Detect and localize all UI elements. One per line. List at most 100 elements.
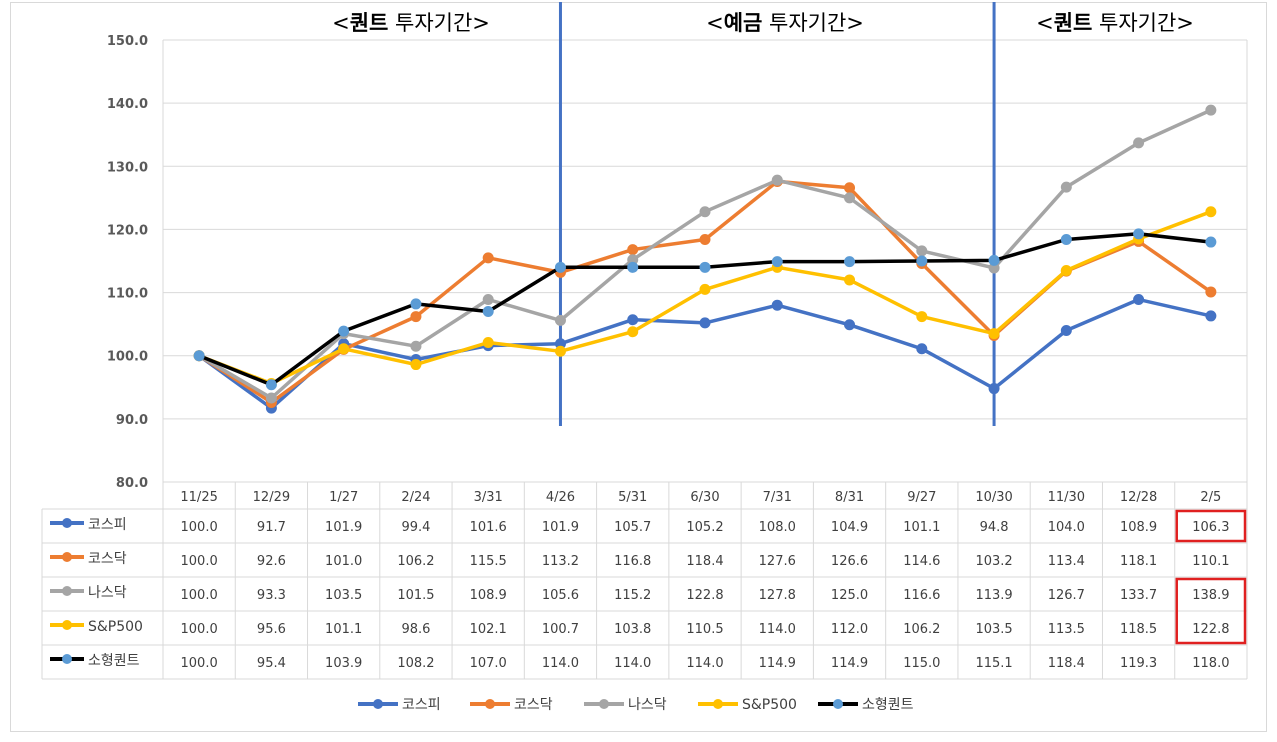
table-value-cell: 95.4	[257, 656, 286, 671]
table-value-cell: 103.2	[975, 554, 1012, 569]
table-value-cell: 110.5	[686, 622, 723, 637]
data-point	[1205, 206, 1217, 218]
table-header-cell: 2/5	[1200, 490, 1221, 505]
table-value-cell: 91.7	[257, 520, 286, 535]
data-point	[1060, 324, 1072, 336]
table-value-cell: 107.0	[470, 656, 507, 671]
data-point	[265, 379, 277, 391]
table-value-cell: 122.8	[1192, 622, 1229, 637]
table-value-cell: 110.1	[1192, 554, 1229, 569]
period-label-open: <	[706, 11, 724, 35]
y-tick-label: 130.0	[107, 160, 148, 175]
data-point	[265, 392, 277, 404]
table-header-cell: 6/30	[690, 490, 719, 505]
row-legend-marker	[62, 518, 72, 528]
data-point	[410, 298, 422, 310]
data-point	[916, 245, 928, 257]
table-value-cell: 114.0	[614, 656, 651, 671]
data-point	[916, 311, 928, 323]
table-value-cell: 100.7	[542, 622, 579, 637]
data-point	[1205, 104, 1217, 116]
data-point	[482, 306, 494, 318]
table-header-cell: 8/31	[835, 490, 864, 505]
table-value-cell: 101.9	[325, 520, 362, 535]
table-value-cell: 104.0	[1048, 520, 1085, 535]
highlight-box	[1175, 509, 1247, 543]
table-value-cell: 114.0	[542, 656, 579, 671]
data-point	[410, 340, 422, 352]
y-tick-label: 150.0	[107, 34, 148, 49]
table-header-cell: 11/30	[1048, 490, 1085, 505]
table-value-cell: 101.1	[903, 520, 940, 535]
data-point	[844, 182, 856, 194]
y-axis: 80.0 90.0 100.0 110.0 120.0 130.0 140.0 150.0	[107, 34, 148, 491]
table-value-cell: 108.9	[470, 588, 507, 603]
table-value-cell: 112.0	[831, 622, 868, 637]
row-series-name: S&P500	[88, 619, 143, 635]
y-tick-label: 90.0	[116, 413, 148, 428]
data-table: 11/25 12/29 1/27 2/24 3/31 4/26 5/31 6/30 7/31 8/…	[41, 481, 1248, 680]
table-value-cell: 101.6	[470, 520, 507, 535]
row-series-name: 코스닥	[88, 551, 127, 567]
table-value-cell: 103.5	[325, 588, 362, 603]
table-header-cell: 1/27	[329, 490, 358, 505]
table-value-cell: 99.4	[401, 520, 430, 535]
period-label-rest: 투자기간>	[762, 11, 864, 35]
table-value-cell: 115.2	[614, 588, 651, 603]
data-point	[771, 174, 783, 186]
data-point	[410, 359, 422, 371]
table-value-cell: 101.5	[397, 588, 434, 603]
period-label-open: <	[1036, 11, 1054, 35]
data-point	[338, 325, 350, 337]
highlight-box	[1175, 577, 1247, 645]
table-value-cell: 114.0	[759, 622, 796, 637]
table-value-cell: 101.9	[542, 520, 579, 535]
table-value-cell: 100.0	[181, 656, 218, 671]
data-point	[338, 343, 350, 355]
table-value-cell: 115.0	[903, 656, 940, 671]
data-point	[627, 261, 639, 273]
table-value-cell: 126.7	[1048, 588, 1085, 603]
row-legend-marker	[62, 620, 72, 630]
data-point	[1205, 236, 1217, 248]
table-value-cell: 94.8	[980, 520, 1009, 535]
table-header-cell: 7/31	[763, 490, 792, 505]
y-tick-label: 120.0	[107, 223, 148, 238]
data-point	[1205, 286, 1217, 298]
table-value-cell: 118.1	[1120, 554, 1157, 569]
data-point	[410, 311, 422, 323]
y-tick-label: 140.0	[107, 97, 148, 112]
data-point	[554, 261, 566, 273]
data-point	[916, 343, 928, 355]
data-point	[554, 345, 566, 357]
table-value-cell: 114.6	[903, 554, 940, 569]
series-line	[198, 108, 1212, 400]
row-series-name: 나스닥	[88, 585, 127, 601]
table-value-cell: 100.0	[181, 520, 218, 535]
table-value-cell: 118.4	[1048, 656, 1085, 671]
row-legend-marker	[62, 654, 72, 664]
table-header-cell: 4/26	[546, 490, 575, 505]
table-value-cell: 102.1	[470, 622, 507, 637]
data-point	[482, 336, 494, 348]
data-point	[627, 244, 639, 256]
data-point	[844, 274, 856, 286]
table-value-cell: 105.2	[686, 520, 723, 535]
period-label-rest: 투자기간>	[388, 11, 490, 35]
table-value-cell: 115.1	[975, 656, 1012, 671]
table-header-cell: 11/25	[180, 490, 217, 505]
table-value-cell: 100.0	[181, 554, 218, 569]
table-value-cell: 115.5	[470, 554, 507, 569]
table-value-cell: 95.6	[257, 622, 286, 637]
table-value-cell: 119.3	[1120, 656, 1157, 671]
table-value-cell: 114.9	[831, 656, 868, 671]
legend-label: S&P500	[742, 697, 797, 713]
table-value-cell: 108.9	[1120, 520, 1157, 535]
y-tick-label: 110.0	[107, 287, 148, 302]
data-point	[699, 206, 711, 218]
chart-frame	[10, 2, 1267, 732]
legend-label: 소형퀀트	[862, 697, 914, 713]
data-point	[1060, 264, 1072, 276]
table-header-cell: 12/29	[253, 490, 290, 505]
